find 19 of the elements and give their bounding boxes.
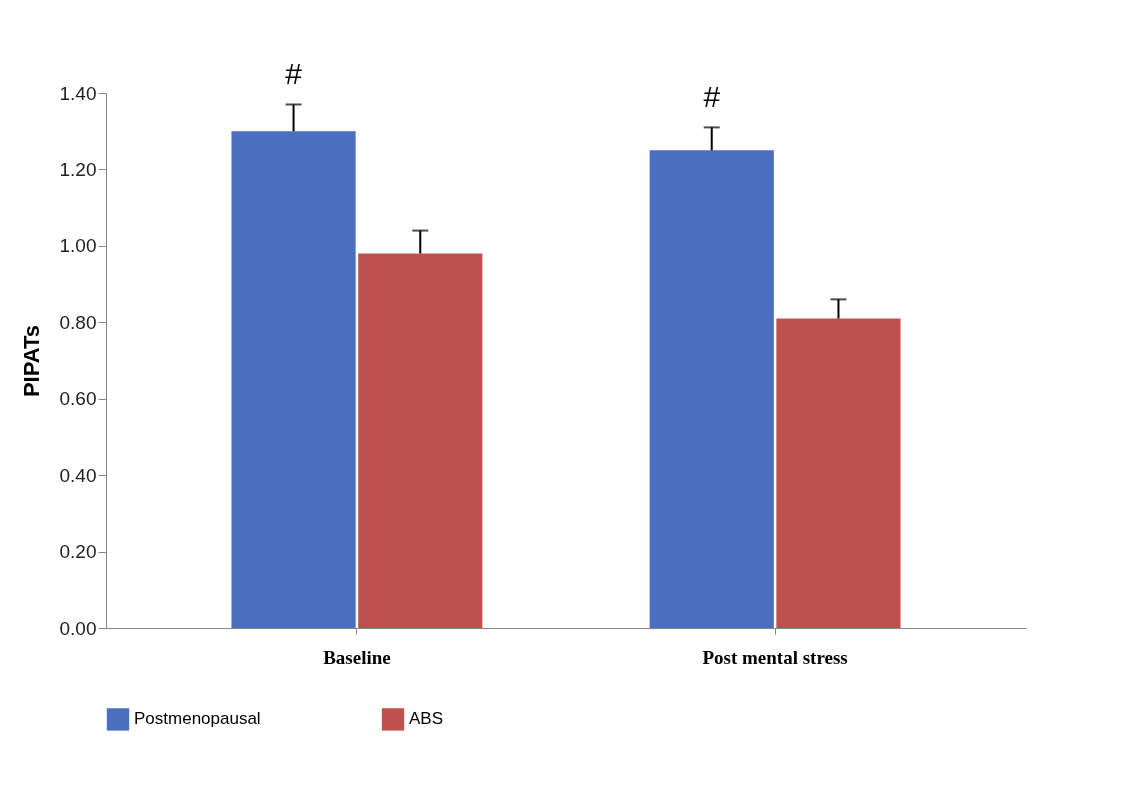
x-tick-label: Baseline [323, 646, 391, 668]
legend-label: ABS [409, 709, 444, 729]
y-tick-label: 0.20 [59, 541, 97, 563]
y-tick-label: 0.60 [59, 388, 97, 410]
y-tick-label: 0.00 [59, 617, 97, 639]
y-axis-title: PIPATs [18, 324, 44, 398]
y-tick-label: 1.20 [59, 158, 97, 180]
y-tick-label: 1.40 [59, 82, 97, 104]
x-tick-label: Post mental stress [702, 646, 848, 668]
bar [649, 150, 774, 628]
annotation: # [703, 80, 721, 114]
y-tick-label: 0.40 [59, 464, 97, 486]
y-tick-label: 0.80 [59, 311, 97, 333]
bar [776, 318, 901, 628]
bar [358, 253, 483, 628]
text: # [285, 57, 303, 91]
bar [231, 131, 356, 628]
legend-label: Postmenopausal [134, 709, 261, 729]
y-tick-label: 1.00 [59, 235, 97, 257]
